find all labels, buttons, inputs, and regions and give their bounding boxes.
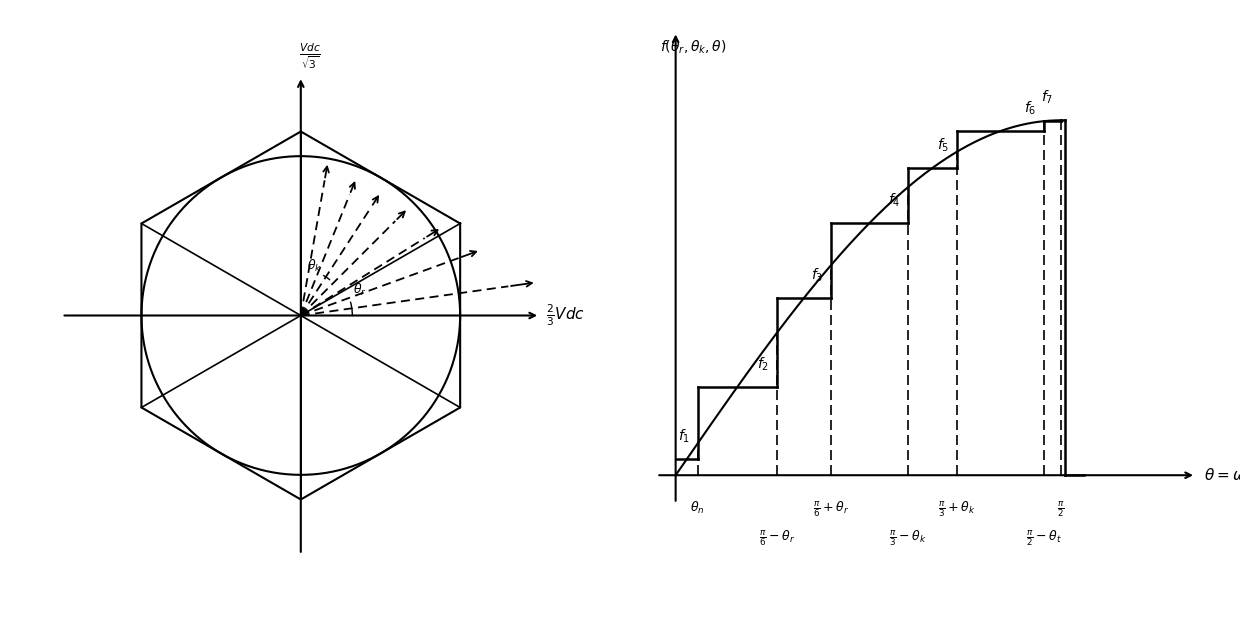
Text: $\theta = \omega t$: $\theta = \omega t$ [1204, 467, 1240, 483]
Text: $\frac{\pi}{2}-\theta_t$: $\frac{\pi}{2}-\theta_t$ [1025, 528, 1061, 548]
Text: $f_2$: $f_2$ [758, 355, 769, 372]
Text: $f(\theta_r, \theta_k, \theta)$: $f(\theta_r, \theta_k, \theta)$ [660, 38, 727, 56]
Text: $\frac{\pi}{6}+\theta_r$: $\frac{\pi}{6}+\theta_r$ [813, 500, 849, 519]
Text: $f_5$: $f_5$ [937, 136, 950, 153]
Text: $\frac{\pi}{6}-\theta_r$: $\frac{\pi}{6}-\theta_r$ [759, 528, 795, 548]
Text: $\theta_n$: $\theta_n$ [691, 500, 706, 516]
Text: $\frac{\pi}{3}+\theta_k$: $\frac{\pi}{3}+\theta_k$ [939, 500, 976, 519]
Text: $\frac{Vdc}{\sqrt{3}}$: $\frac{Vdc}{\sqrt{3}}$ [299, 42, 321, 71]
Text: $f_4$: $f_4$ [888, 191, 900, 209]
Text: $f_6$: $f_6$ [1024, 100, 1037, 117]
Text: $\frac{\pi}{2}$: $\frac{\pi}{2}$ [1058, 500, 1065, 519]
Text: $\theta_k$: $\theta_k$ [308, 258, 322, 274]
Text: $f_3$: $f_3$ [811, 266, 823, 283]
Text: $\theta_r$: $\theta_r$ [353, 281, 367, 298]
Text: $\frac{2}{3}Vdc$: $\frac{2}{3}Vdc$ [546, 303, 584, 328]
Text: $f_7$: $f_7$ [1042, 89, 1053, 106]
Text: $f_1$: $f_1$ [678, 428, 689, 445]
Text: $\frac{\pi}{3}-\theta_k$: $\frac{\pi}{3}-\theta_k$ [889, 528, 926, 548]
